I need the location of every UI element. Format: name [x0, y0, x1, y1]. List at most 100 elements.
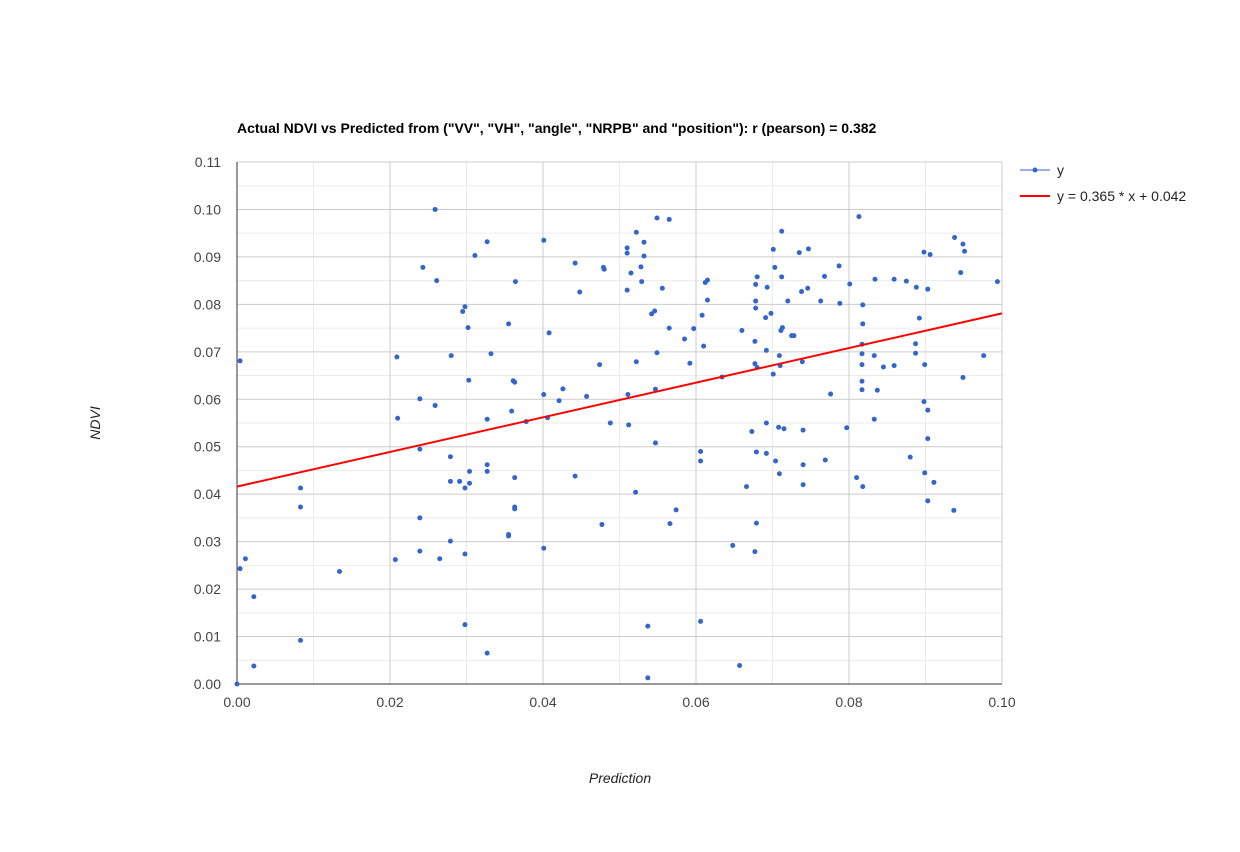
data-point: [994, 279, 1000, 285]
data-point: [337, 569, 343, 575]
data-point: [572, 473, 578, 479]
data-point: [641, 253, 647, 259]
data-point: [960, 374, 966, 380]
data-point: [601, 266, 607, 272]
data-point: [645, 623, 651, 629]
data-point: [484, 239, 490, 245]
data-point: [448, 353, 454, 359]
data-point: [844, 425, 850, 431]
data-point: [962, 248, 968, 254]
data-point: [907, 454, 913, 460]
data-point: [420, 264, 426, 270]
data-point: [654, 350, 660, 356]
data-point: [754, 274, 760, 280]
data-point: [698, 448, 704, 454]
data-point: [822, 273, 828, 279]
data-point: [633, 489, 639, 495]
data-point: [654, 215, 660, 221]
data-point: [624, 250, 630, 256]
data-point: [779, 228, 785, 234]
data-point: [871, 353, 877, 359]
data-point: [597, 362, 603, 368]
data-point: [776, 353, 782, 359]
data-point: [633, 229, 639, 235]
data-point: [484, 462, 490, 468]
x-tick-label: 0.06: [682, 694, 709, 710]
data-point: [462, 622, 468, 628]
data-point: [484, 416, 490, 422]
data-point: [859, 387, 865, 393]
data-point: [541, 392, 547, 398]
data-point: [856, 214, 862, 220]
legend-item-trendline[interactable]: y = 0.365 * x + 0.042: [1020, 188, 1186, 204]
data-point: [800, 427, 806, 433]
y-tick-label: 0.06: [194, 391, 221, 407]
data-point: [633, 359, 639, 365]
data-point: [773, 458, 779, 464]
data-point: [913, 341, 919, 347]
x-tick-label: 0.04: [529, 694, 556, 710]
data-point: [743, 484, 749, 490]
data-point: [704, 297, 710, 303]
data-point: [931, 479, 937, 485]
data-point: [447, 478, 453, 484]
data-point: [584, 393, 590, 399]
x-axis-title: Prediction: [589, 770, 651, 786]
data-point: [541, 237, 547, 243]
data-point: [805, 246, 811, 252]
data-point: [652, 440, 658, 446]
data-point: [913, 284, 919, 290]
data-point: [512, 379, 518, 385]
data-point: [394, 354, 400, 360]
data-point: [447, 454, 453, 460]
data-point: [951, 507, 957, 513]
data-point: [242, 556, 248, 562]
legend-item-points[interactable]: y: [1020, 162, 1064, 178]
data-point: [749, 429, 755, 435]
data-point: [488, 351, 494, 357]
data-point: [837, 300, 843, 306]
data-point: [556, 398, 562, 404]
data-point: [753, 449, 759, 455]
data-point: [952, 234, 958, 240]
data-point: [836, 263, 842, 269]
data-point: [541, 545, 547, 551]
data-point: [687, 360, 693, 366]
data-point: [467, 468, 473, 474]
data-point: [770, 246, 776, 252]
data-point: [447, 538, 453, 544]
data-point: [753, 305, 759, 311]
data-point: [395, 415, 401, 421]
data-point: [417, 396, 423, 402]
y-tick-label: 0.05: [194, 439, 221, 455]
data-point: [472, 252, 478, 258]
data-point: [666, 325, 672, 331]
data-point: [913, 350, 919, 356]
y-tick-label: 0.02: [194, 581, 221, 597]
data-point: [626, 422, 632, 428]
data-point: [854, 475, 860, 481]
data-point: [927, 252, 933, 258]
data-point: [800, 482, 806, 488]
data-point: [432, 206, 438, 212]
data-point: [432, 402, 438, 408]
data-point: [859, 362, 865, 368]
data-point: [434, 278, 440, 284]
data-point: [925, 286, 931, 292]
data-points: [234, 206, 1000, 687]
data-point: [624, 287, 630, 293]
data-point: [457, 478, 463, 484]
data-point: [645, 675, 651, 681]
data-point: [237, 358, 243, 364]
data-point: [737, 662, 743, 668]
data-point: [874, 387, 880, 393]
y-tick-label: 0.09: [194, 249, 221, 265]
data-point: [462, 551, 468, 557]
data-point: [925, 498, 931, 504]
data-point: [484, 650, 490, 656]
data-point: [776, 424, 782, 430]
data-point: [872, 276, 878, 282]
legend: y y = 0.365 * x + 0.042: [1020, 162, 1186, 204]
data-point: [699, 312, 705, 318]
data-point: [818, 298, 824, 304]
